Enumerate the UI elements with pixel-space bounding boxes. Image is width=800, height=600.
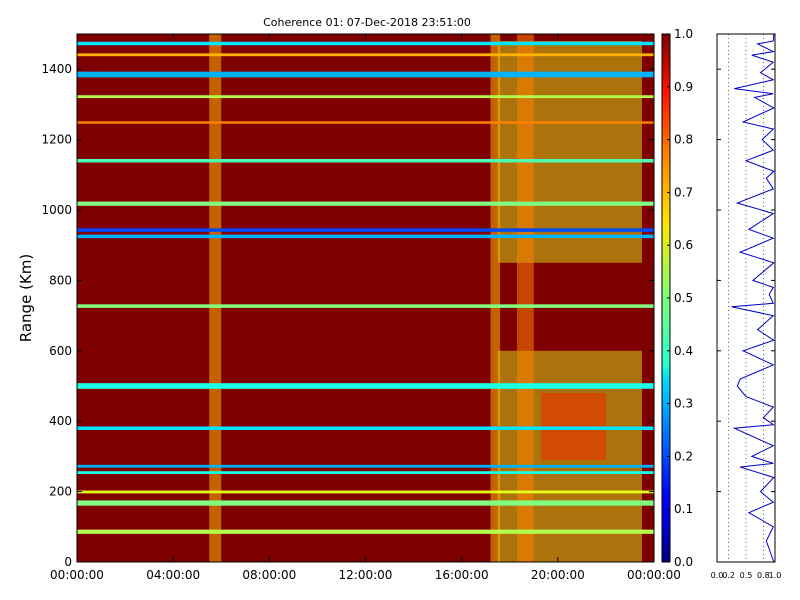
colorbar-tick-label: 0.0	[674, 555, 693, 569]
colorbar-tick-label: 0.4	[674, 344, 693, 358]
colorbar-tick-label: 0.1	[674, 502, 693, 516]
y-tick-label: 0	[64, 555, 72, 569]
y-axis: 0 200 400 600 800 1000 1200 1400	[41, 62, 654, 569]
chart-title: Coherence 01: 07-Dec-2018 23:51:00	[263, 16, 471, 29]
profile-x-tick-label: 0.5	[740, 571, 753, 580]
y-tick-label: 1200	[41, 133, 72, 147]
x-tick-label: 20:00:00	[531, 568, 585, 582]
profile-x-axis: 0.00.2 0.5 0.81.0	[711, 571, 782, 580]
colorbar-tick-label: 0.8	[674, 133, 693, 147]
x-tick-label: 00:00:00	[627, 568, 681, 582]
profile-x-tick-label: 0.2	[722, 571, 735, 580]
low-coherence-bands	[77, 34, 654, 562]
y-tick-label: 400	[49, 414, 72, 428]
low-coherence-band	[77, 383, 654, 389]
profile-x-tick-label: 1.0	[769, 571, 782, 580]
colorbar-tick-label: 0.7	[674, 185, 693, 199]
colorbar-tick-label: 0.2	[674, 449, 693, 463]
low-coherence-band	[77, 53, 654, 57]
y-tick-label: 1000	[41, 203, 72, 217]
x-tick-label: 00:00:00	[50, 568, 104, 582]
low-coherence-band	[77, 464, 654, 468]
profile-line	[731, 33, 775, 563]
x-axis: 00:00:00 04:00:00 08:00:00 12:00:00 16:00:00…	[50, 34, 681, 582]
coherence-profile: 0.00.2 0.5 0.81.0	[711, 33, 782, 580]
y-tick-label: 800	[49, 273, 72, 287]
profile-x-tick-label: 0.0	[711, 571, 724, 580]
x-tick-label: 08:00:00	[242, 568, 296, 582]
low-coherence-column	[516, 34, 534, 562]
y-tick-label: 600	[49, 344, 72, 358]
low-coherence-band	[77, 500, 654, 506]
colorbar-tick-label: 1.0	[674, 27, 693, 41]
y-tick-label: 1400	[41, 62, 72, 76]
coherence-heatmap: 00:00:00 04:00:00 08:00:00 12:00:00 16:00:00…	[41, 33, 681, 582]
low-coherence-column	[209, 34, 222, 562]
low-coherence-band	[77, 158, 654, 163]
profile-x-tick-label: 0.8	[757, 571, 770, 580]
low-coherence-band	[77, 471, 654, 474]
y-axis-label: Range (Km)	[17, 254, 35, 342]
low-coherence-band	[77, 201, 654, 206]
profile-y-axis	[717, 68, 775, 563]
colorbar-tick-label: 0.9	[674, 80, 693, 94]
low-coherence-band	[77, 304, 654, 308]
colorbar-tick-label: 0.6	[674, 238, 693, 252]
low-coherence-column	[490, 34, 501, 562]
low-coherence-band	[77, 71, 654, 78]
y-tick-label: 200	[49, 485, 72, 499]
colorbar-ticks: 0.0 0.1 0.2 0.3 0.4 0.5 0.6 0.7 0.8 0.9 1.0	[667, 27, 693, 569]
colorbar-tick-label: 0.3	[674, 397, 693, 411]
colorbar-tick-label: 0.5	[674, 291, 693, 305]
low-coherence-band	[77, 426, 654, 430]
low-coherence-band	[77, 234, 654, 239]
low-coherence-band	[77, 41, 654, 46]
colorbar: 0.0 0.1 0.2 0.3 0.4 0.5 0.6 0.7 0.8 0.9 1.0	[661, 27, 693, 569]
low-coherence-band	[77, 95, 654, 99]
low-coherence-band	[77, 490, 654, 494]
low-coherence-band	[77, 121, 654, 124]
x-tick-label: 04:00:00	[146, 568, 200, 582]
x-tick-label: 12:00:00	[339, 568, 393, 582]
x-tick-label: 16:00:00	[435, 568, 489, 582]
low-coherence-band	[77, 228, 654, 232]
low-coherence-band	[77, 529, 654, 534]
